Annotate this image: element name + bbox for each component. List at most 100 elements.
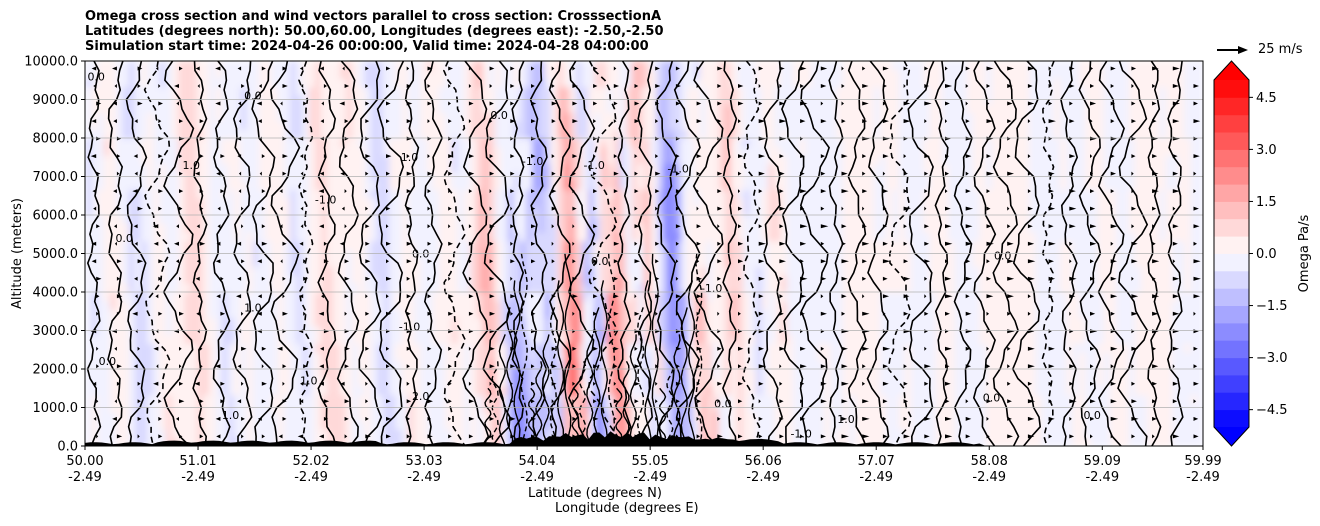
omega-cell bbox=[656, 197, 664, 208]
omega-cell bbox=[85, 189, 92, 199]
omega-cell bbox=[376, 146, 384, 156]
omega-cell bbox=[165, 180, 173, 190]
omega-cell bbox=[184, 377, 192, 387]
omega-cell bbox=[470, 146, 477, 156]
omega-cell bbox=[644, 61, 651, 71]
omega-cell bbox=[581, 266, 589, 276]
omega-cell bbox=[370, 189, 378, 199]
omega-cell bbox=[644, 411, 651, 421]
omega-cell bbox=[308, 86, 316, 96]
omega-cell bbox=[85, 334, 92, 344]
omega-cell bbox=[420, 411, 428, 421]
omega-cell bbox=[743, 300, 751, 310]
omega-cell bbox=[706, 360, 713, 370]
omega-cell bbox=[768, 257, 775, 267]
omega-cell bbox=[681, 180, 689, 190]
omega-cell bbox=[762, 232, 769, 242]
omega-cell bbox=[588, 351, 595, 362]
omega-cell bbox=[575, 78, 583, 88]
omega-cell bbox=[426, 189, 434, 199]
omega-cell bbox=[470, 138, 477, 148]
omega-cell bbox=[308, 317, 316, 327]
omega-cell bbox=[513, 69, 521, 79]
omega-cell bbox=[215, 274, 223, 285]
omega-cell bbox=[271, 334, 279, 344]
omega-cell bbox=[277, 86, 285, 96]
omega-cell bbox=[358, 334, 366, 344]
omega-cell bbox=[755, 78, 763, 88]
omega-cell bbox=[116, 437, 123, 446]
omega-cell bbox=[538, 309, 546, 319]
omega-cell bbox=[122, 180, 130, 190]
omega-cell bbox=[389, 78, 397, 88]
omega-cell bbox=[463, 163, 471, 173]
omega-cell bbox=[265, 223, 272, 233]
omega-cell bbox=[439, 86, 446, 96]
omega-cell bbox=[699, 266, 707, 276]
omega-cell bbox=[588, 197, 595, 208]
omega-cell bbox=[544, 283, 552, 293]
omega-cell bbox=[712, 394, 720, 404]
omega-cell bbox=[383, 369, 390, 379]
omega-cell bbox=[470, 240, 477, 250]
omega-cell bbox=[383, 206, 390, 216]
omega-cell bbox=[762, 420, 769, 430]
omega-cell bbox=[240, 386, 248, 396]
omega-cell bbox=[768, 283, 775, 293]
omega-cell bbox=[544, 232, 552, 242]
omega-cell bbox=[457, 197, 465, 208]
omega-cell bbox=[97, 232, 105, 242]
omega-cell bbox=[165, 206, 173, 216]
omega-cell bbox=[172, 155, 179, 165]
omega-cell bbox=[401, 61, 409, 71]
omega-cell bbox=[488, 351, 496, 362]
omega-cell bbox=[240, 215, 248, 225]
omega-cell bbox=[420, 386, 428, 396]
omega-cell bbox=[637, 163, 645, 173]
omega-cell bbox=[122, 103, 130, 113]
omega-cell bbox=[575, 232, 583, 242]
omega-cell bbox=[364, 360, 372, 370]
omega-cell bbox=[395, 292, 403, 302]
omega-cell bbox=[507, 266, 515, 276]
omega-cell bbox=[693, 197, 701, 208]
omega-cell bbox=[463, 120, 471, 131]
omega-cell bbox=[439, 343, 446, 353]
omega-cell bbox=[203, 351, 210, 362]
omega-cell bbox=[184, 394, 192, 404]
omega-cell bbox=[140, 155, 148, 165]
omega-cell bbox=[246, 343, 254, 353]
omega-cell bbox=[476, 283, 484, 293]
omega-cell bbox=[296, 138, 303, 148]
omega-cell bbox=[644, 428, 651, 439]
omega-cell bbox=[550, 411, 558, 421]
omega-cell bbox=[389, 300, 397, 310]
omega-cell bbox=[172, 86, 179, 96]
omega-cell bbox=[451, 377, 459, 387]
omega-cell bbox=[159, 206, 167, 216]
omega-cell bbox=[240, 146, 248, 156]
omega-cell bbox=[544, 274, 552, 285]
omega-cell bbox=[712, 257, 720, 267]
omega-cell bbox=[339, 240, 347, 250]
omega-cell bbox=[637, 180, 645, 190]
omega-cell bbox=[476, 266, 484, 276]
omega-cell bbox=[172, 69, 179, 79]
omega-cell bbox=[712, 103, 720, 113]
omega-cell bbox=[650, 86, 657, 96]
omega-cell bbox=[165, 232, 173, 242]
omega-cell bbox=[644, 138, 651, 148]
omega-cell bbox=[544, 69, 552, 79]
omega-cell bbox=[401, 274, 409, 285]
omega-cell bbox=[482, 274, 490, 285]
omega-cell bbox=[333, 78, 341, 88]
omega-cell bbox=[283, 180, 291, 190]
omega-cell bbox=[637, 138, 645, 148]
omega-cell bbox=[215, 411, 223, 421]
omega-cell bbox=[277, 163, 285, 173]
omega-cell bbox=[557, 155, 564, 165]
omega-cell bbox=[283, 86, 291, 96]
omega-cell bbox=[240, 394, 248, 404]
omega-cell bbox=[147, 428, 154, 439]
omega-cell bbox=[184, 78, 192, 88]
